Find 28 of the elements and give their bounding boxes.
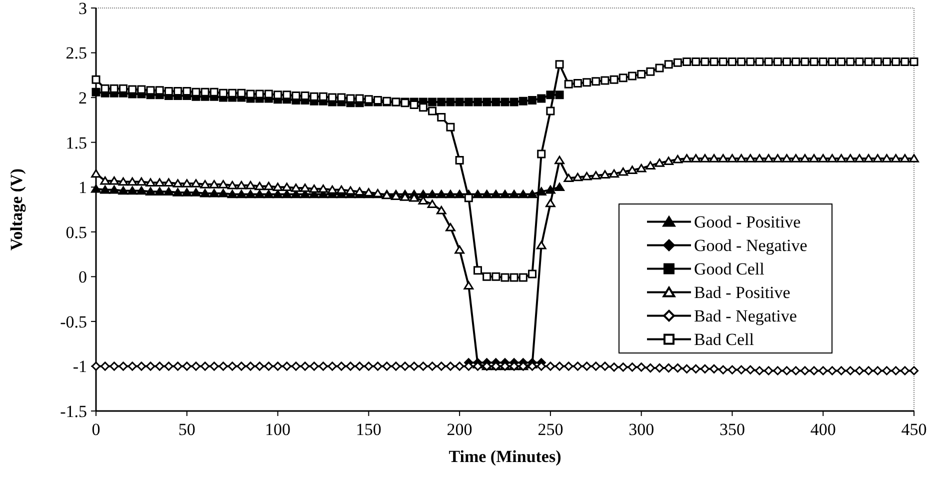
x-tick-label: 200	[446, 420, 472, 439]
legend-label: Good - Negative	[694, 236, 808, 256]
x-tick-label: 350	[719, 420, 745, 439]
x-axis-title: Time (Minutes)	[448, 447, 562, 466]
x-tick-label: 50	[178, 420, 196, 439]
y-tick-label: -1	[72, 357, 87, 376]
x-tick-label: 100	[265, 420, 291, 439]
x-tick-label: 450	[901, 420, 927, 439]
x-tick-label: 250	[538, 420, 564, 439]
y-tick-label: -1.5	[60, 402, 87, 421]
y-axis-title: Voltage (V)	[7, 168, 26, 250]
legend-label: Bad Cell	[694, 330, 754, 350]
y-tick-label: 0.5	[66, 222, 87, 242]
y-tick-label: 1.5	[66, 133, 87, 152]
legend-label: Good Cell	[694, 260, 765, 279]
x-tick-label: 300	[628, 420, 654, 439]
y-tick-label: 3	[78, 0, 87, 18]
legend-label: Bad - Positive	[694, 283, 790, 302]
legend-label: Good - Positive	[694, 212, 801, 232]
y-tick-label: 2	[78, 88, 87, 108]
x-tick-label: 150	[356, 420, 382, 439]
y-tick-label: -0.5	[60, 312, 87, 332]
y-tick-label: 0	[78, 268, 87, 287]
x-tick-label: 400	[810, 420, 836, 439]
y-tick-label: 1	[78, 178, 87, 198]
legend-label: Bad - Negative	[694, 306, 797, 326]
y-tick-label: 2.5	[66, 44, 87, 63]
x-tick-label: 0	[92, 420, 100, 439]
